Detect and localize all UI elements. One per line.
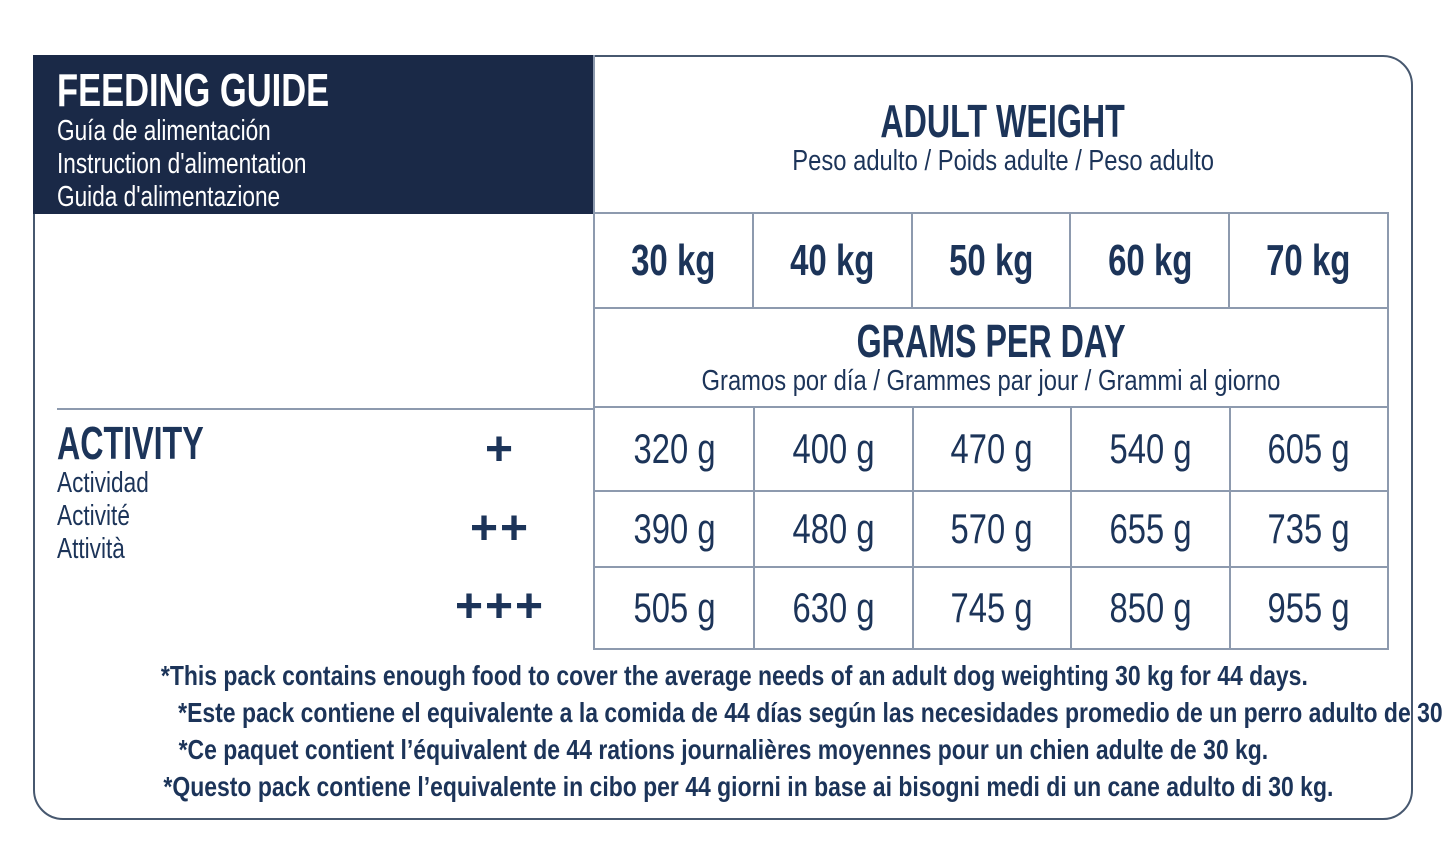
adult-weight-header: ADULT WEIGHT Peso adulto / Poids adulte … [595, 57, 1411, 212]
activity-level-high: +++ [454, 579, 546, 633]
weight-header-cell: 70 kg [1228, 214, 1387, 307]
grams-cell: 470 g [911, 408, 1070, 490]
feeding-guide-subtitle-it: Guida d'alimentazione [57, 181, 281, 213]
feeding-guide-subtitle-fr: Instruction d'alimentation [57, 148, 307, 180]
adult-weight-title: ADULT WEIGHT [880, 94, 1126, 147]
grams-cell: 655 g [1070, 490, 1229, 566]
grams-cell: 540 g [1070, 408, 1228, 490]
grams-per-day-subtitle: Gramos por día / Grammes par jour / Gram… [701, 365, 1281, 398]
grams-cell: 570 g [911, 490, 1071, 566]
feeding-guide-panel: FEEDING GUIDE Guía de alimentación Instr… [33, 55, 595, 214]
footnote-line-es: *Este pack contiene el equivalente a la … [178, 697, 1445, 728]
activity-level-low: + [484, 422, 516, 476]
weight-header-cell: 60 kg [1069, 214, 1228, 307]
activity-level-medium: ++ [469, 501, 531, 555]
feeding-guide-table: FEEDING GUIDE Guía de alimentación Instr… [33, 55, 1445, 820]
adult-weight-divider [593, 55, 595, 214]
weight-header-cell: 30 kg [631, 235, 716, 285]
grams-cell: 735 g [1228, 490, 1387, 566]
grams-cell: 605 g [1228, 408, 1387, 490]
grams-cell: 400 g [753, 408, 911, 490]
weight-header-cell: 50 kg [910, 214, 1070, 307]
footnotes: *This pack contains enough food to cover… [35, 657, 1445, 805]
activity-title: ACTIVITY [57, 417, 204, 469]
grams-per-day-title: GRAMS PER DAY [856, 314, 1126, 367]
footnote-line-it: *Questo pack contiene l’equivalente in c… [163, 771, 1334, 802]
footnote-line-en: *This pack contains enough food to cover… [160, 660, 1308, 691]
activity-subtitle-fr: Activité [57, 500, 130, 533]
grams-cell: 955 g [1228, 566, 1387, 648]
activity-subtitle-es: Actividad [57, 467, 149, 500]
grams-cell: 630 g [753, 566, 912, 648]
activity-subtitle-it: Attività [57, 533, 125, 566]
grams-cell: 480 g [753, 490, 912, 566]
grams-data-grid: 320 g 400 g 470 g 540 g 605 g 390 g 480 … [593, 408, 1389, 650]
weight-header-row: 30 kg 40 kg 50 kg 60 kg 70 kg [593, 212, 1389, 309]
grams-cell: 505 g [595, 566, 754, 648]
grams-cell: 745 g [911, 566, 1071, 648]
footnote-line-fr: *Ce paquet contient l’équivalent de 44 r… [178, 734, 1268, 765]
activity-top-divider [57, 408, 593, 410]
activity-header: ACTIVITY Actividad Activité Attività [57, 419, 267, 566]
feeding-guide-title: FEEDING GUIDE [57, 64, 330, 116]
grams-cell: 320 g [633, 425, 716, 472]
grams-cell: 390 g [595, 490, 754, 566]
adult-weight-subtitle: Peso adulto / Poids adulte / Peso adulto [792, 145, 1214, 178]
grams-per-day-header: GRAMS PER DAY Gramos por día / Grammes p… [593, 309, 1389, 408]
feeding-guide-subtitle-es: Guía de alimentación [57, 115, 271, 147]
grams-cell: 850 g [1070, 566, 1229, 648]
weight-header-cell: 40 kg [751, 214, 911, 307]
